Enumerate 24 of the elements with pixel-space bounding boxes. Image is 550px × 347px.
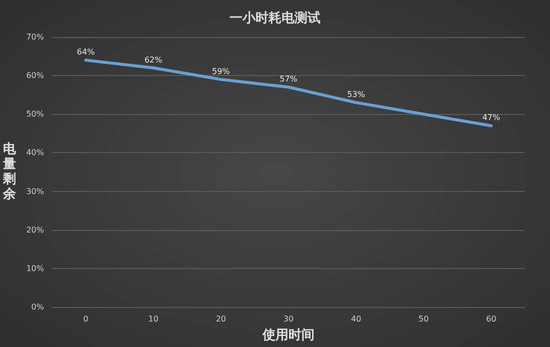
x-tick-label: 60 <box>486 314 496 324</box>
y-axis-title: 电量剩余 <box>2 142 17 202</box>
y-tick-label: 10% <box>26 264 44 273</box>
y-tick-label: 30% <box>26 186 44 196</box>
y-tick-label: 20% <box>26 225 44 234</box>
y-tick-label: 70% <box>26 32 44 42</box>
data-label: 57% <box>280 74 298 84</box>
data-label: 59% <box>212 66 230 76</box>
x-tick-label: 30 <box>283 314 294 324</box>
chart-title: 一小时耗电测试 <box>230 10 320 26</box>
x-tick-label: 40 <box>350 314 362 324</box>
data-label: 53% <box>347 90 366 100</box>
x-tick-label: 10 <box>148 314 158 324</box>
x-tick-label: 0 <box>83 314 88 324</box>
x-tick-label: 50 <box>418 314 429 324</box>
y-tick-label: 60% <box>26 71 44 80</box>
y-tick-label: 0% <box>31 302 44 312</box>
data-label: 47% <box>482 113 501 122</box>
y-tick-label: 50% <box>26 110 44 119</box>
data-label: 62% <box>144 55 163 64</box>
data-label: 64% <box>76 48 96 57</box>
y-tick-label: 40% <box>26 148 44 158</box>
x-tick-label: 20 <box>216 314 226 324</box>
x-axis-title: 使用时间 <box>262 328 314 343</box>
